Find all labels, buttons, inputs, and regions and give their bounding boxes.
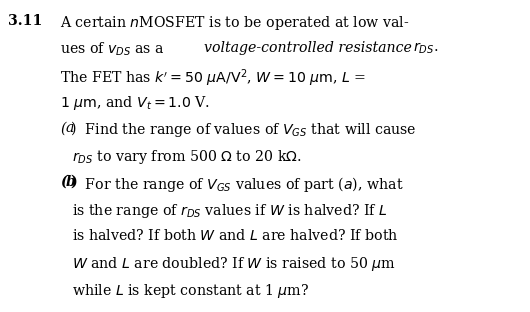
Text: voltage-controlled resistance: voltage-controlled resistance (204, 41, 417, 55)
Text: For the range of $V_{\mathit{GS}}$ values of part ($a$), what: For the range of $V_{\mathit{GS}}$ value… (76, 175, 403, 194)
Text: $r_{\mathit{DS}}$.: $r_{\mathit{DS}}$. (412, 41, 438, 56)
Text: The FET has $k' = 50\ \mu\mathrm{A/V}^2$, $W = 10\ \mu\mathrm{m}$, $L$ =: The FET has $k' = 50\ \mu\mathrm{A/V}^2$… (60, 68, 366, 89)
Text: ): ) (70, 121, 76, 135)
Text: (: ( (60, 121, 66, 135)
Text: Find the range of values of $V_{\mathit{GS}}$ that will cause: Find the range of values of $V_{\mathit{… (76, 121, 417, 139)
Text: $r_{\mathit{DS}}$ to vary from 500 $\Omega$ to 20 k$\Omega$.: $r_{\mathit{DS}}$ to vary from 500 $\Ome… (72, 148, 302, 166)
Text: ues of $v_{\mathit{DS}}$ as a: ues of $v_{\mathit{DS}}$ as a (60, 41, 165, 58)
Text: $1\ \mu\mathrm{m}$, and $V_t = 1.0$ V.: $1\ \mu\mathrm{m}$, and $V_t = 1.0$ V. (60, 95, 210, 112)
Text: 3.11: 3.11 (8, 14, 42, 28)
Text: is halved? If both $W$ and $L$ are halved? If both: is halved? If both $W$ and $L$ are halve… (72, 228, 399, 243)
Text: a: a (65, 121, 74, 135)
Text: b: b (65, 175, 75, 189)
Text: ): ) (70, 175, 77, 189)
Text: $W$ and $L$ are doubled? If $W$ is raised to 50 $\mu$m: $W$ and $L$ are doubled? If $W$ is raise… (72, 255, 396, 273)
Text: is the range of $r_{\mathit{DS}}$ values if $W$ is halved? If $L$: is the range of $r_{\mathit{DS}}$ values… (72, 202, 388, 220)
Text: while $L$ is kept constant at 1 $\mu$m?: while $L$ is kept constant at 1 $\mu$m? (72, 282, 309, 300)
Text: A certain $n$MOSFET is to be operated at low val-: A certain $n$MOSFET is to be operated at… (60, 14, 409, 32)
Text: (: ( (60, 175, 67, 189)
